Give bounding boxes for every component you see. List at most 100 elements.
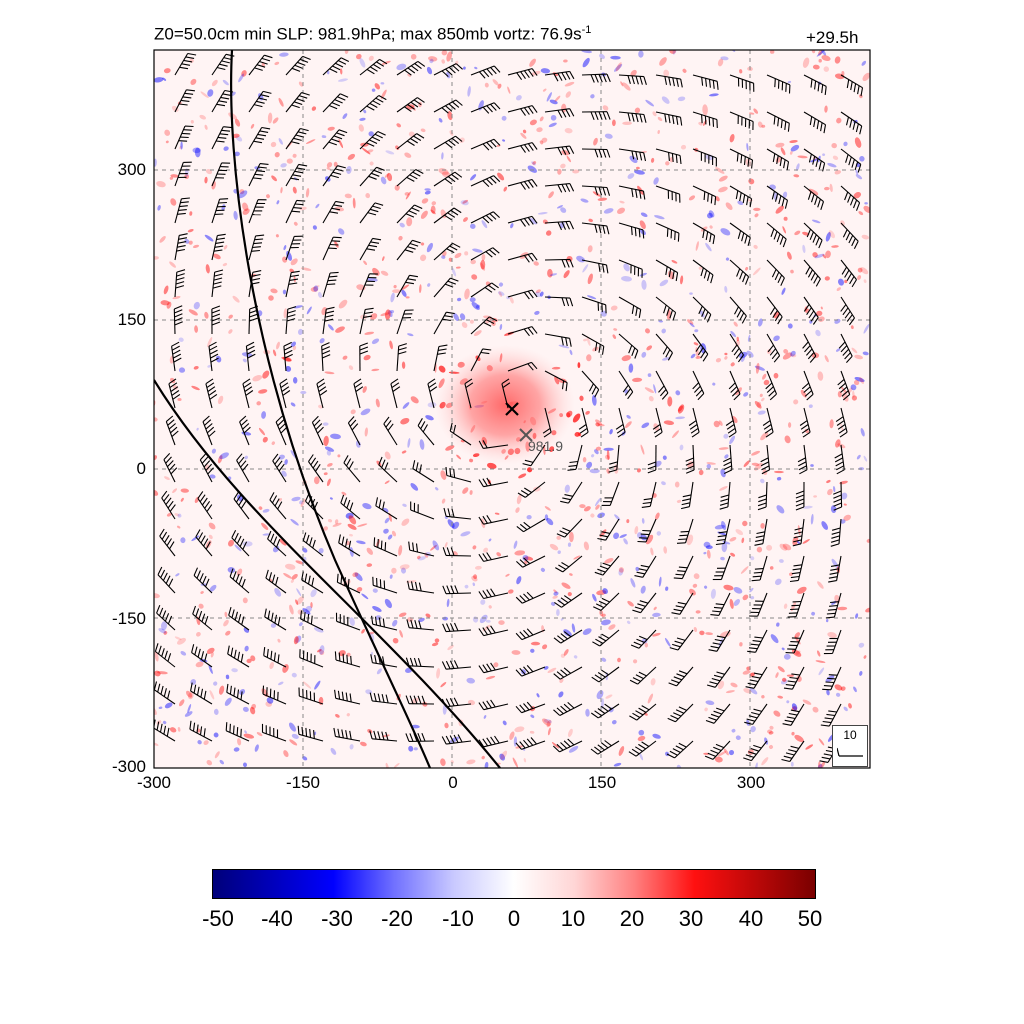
wind-barb: [747, 629, 768, 653]
wind-barb: [301, 571, 324, 594]
wind-barb: [478, 552, 509, 562]
wind-barb: [834, 444, 845, 475]
wind-barb: [840, 74, 864, 97]
wind-barb: [729, 296, 747, 324]
wind-barb: [191, 644, 213, 668]
wind-barb: [692, 259, 714, 284]
wind-barb: [615, 407, 626, 438]
wind-barb: [515, 628, 546, 641]
wind-barb: [706, 666, 731, 688]
wind-barb: [803, 259, 821, 287]
wind-barb: [629, 666, 657, 685]
wind-barb: [673, 555, 694, 580]
wind-barb: [556, 518, 583, 538]
wind-barb: [507, 105, 538, 116]
wind-barb: [227, 645, 250, 668]
wind-barb: [231, 529, 250, 557]
wind-barb: [555, 555, 583, 573]
wind-barb: [478, 440, 509, 449]
wind-barb: [359, 307, 374, 335]
wind-barb: [637, 518, 657, 543]
wind-barb: [406, 619, 435, 631]
wind-barb-legend-icon: [837, 747, 863, 757]
wind-barb: [655, 259, 679, 282]
plot-frame: [153, 49, 871, 769]
wind-barb: [248, 270, 262, 298]
wind-barb: [544, 183, 575, 193]
wind-barb: [729, 74, 755, 92]
wind-barb: [211, 269, 224, 298]
y-tick-label: 150: [117, 310, 146, 329]
wind-barb: [417, 418, 435, 446]
wind-barb: [275, 415, 288, 446]
wind-barb: [370, 654, 398, 668]
wind-barb: [729, 222, 751, 246]
wind-barb: [840, 111, 863, 135]
wind-barb: [594, 555, 620, 576]
wind-barb: [396, 204, 423, 224]
wind-barb: [544, 108, 575, 119]
wind-barb: [262, 685, 287, 705]
wind-barb: [396, 133, 425, 150]
wind-barb: [171, 341, 182, 372]
wind-barb: [154, 643, 176, 668]
wind-barb: [749, 592, 768, 617]
wind-barb: [765, 370, 778, 401]
wind-barb: [618, 111, 647, 123]
wind-barb: [729, 333, 744, 363]
wind-barb: [655, 185, 681, 203]
colorbar-tick: 30: [678, 906, 704, 931]
wind-barb: [470, 247, 500, 261]
wind-barb: [757, 481, 768, 511]
wind-barb: [766, 148, 790, 171]
wind-barb: [517, 481, 546, 498]
wind-barb: [441, 660, 472, 670]
wind-barb: [515, 701, 546, 714]
title-text: Z0=50.0cm min SLP: 981.9hPa; max 850mb v…: [154, 24, 582, 44]
wind-barb: [173, 305, 183, 335]
wind-barb: [321, 342, 331, 372]
wind-barb: [692, 111, 718, 129]
wind-barb: [825, 592, 842, 619]
wind-barb: [478, 515, 509, 525]
wind-barb: [322, 165, 346, 187]
wind-barb: [803, 74, 827, 95]
wind-barb: [470, 316, 498, 335]
wind-barb: [375, 497, 398, 520]
wind-barb: [618, 259, 643, 278]
wind-barb: [353, 378, 364, 409]
wind-barb: [553, 701, 583, 716]
wind-barb: [322, 271, 339, 298]
wind-barb: [507, 289, 538, 300]
wind-barb: [396, 239, 421, 261]
wind-barb: [285, 199, 306, 224]
wind-barb: [369, 692, 398, 705]
wind-barb: [591, 666, 620, 683]
wind-barb: [766, 296, 783, 325]
wind-barb: [560, 481, 583, 504]
wind-barb: [544, 370, 568, 392]
y-tick-label: -150: [111, 609, 146, 628]
wind-barb: [787, 592, 805, 618]
colorbar-tick: -30: [321, 906, 353, 931]
wind-barb: [795, 481, 805, 511]
wind-barb: [174, 197, 190, 224]
wind-barb: [242, 378, 254, 409]
wind-barb: [797, 444, 808, 475]
wind-barb: [441, 734, 472, 745]
wind-barb: [478, 477, 509, 488]
wind-barb: [199, 453, 214, 483]
wind-barb: [359, 202, 384, 224]
wind-barb: [248, 234, 265, 261]
wind-barb: [751, 555, 768, 582]
wind-barb: [789, 555, 805, 583]
wind-barb: [159, 528, 176, 557]
wind-barb: [507, 178, 538, 190]
wind-barb: [668, 666, 694, 687]
wind-barb: [515, 737, 546, 750]
wind-barb: [269, 492, 287, 520]
wind-barb: [692, 74, 719, 90]
wind-barbs: [154, 52, 864, 763]
colorbar-tick: 40: [738, 906, 764, 931]
wind-barb: [338, 534, 361, 557]
